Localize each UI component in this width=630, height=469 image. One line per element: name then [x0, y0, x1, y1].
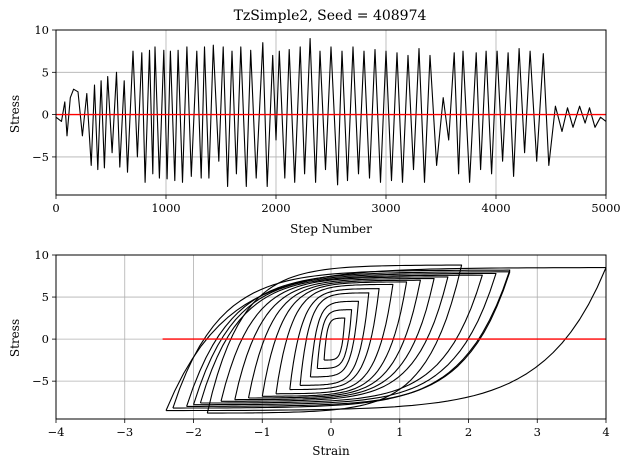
bottom-hysteresis-loop	[247, 279, 421, 399]
bottom-x-tick-label: −3	[116, 425, 133, 439]
top-x-axis-label: Step Number	[290, 222, 372, 236]
bottom-series-group	[162, 264, 606, 414]
top-y-tick-label: 0	[42, 108, 49, 122]
bottom-x-tick-label: −4	[48, 425, 65, 439]
top-series-line-0	[56, 37, 606, 188]
bottom-x-tick-label: 3	[534, 425, 541, 439]
top-y-tick-label: 10	[34, 23, 49, 37]
bottom-hysteresis-loop	[275, 283, 394, 395]
bottom-plot-area: −4 −3 −2 −1 0 1 2 3 4 −5 0 5 10	[32, 248, 610, 439]
bottom-x-axis-label: Strain	[312, 444, 350, 458]
bottom-hysteresis-loop	[234, 277, 435, 401]
bottom-y-tick-label: −5	[32, 374, 49, 388]
bottom-x-tick-label: −1	[254, 425, 271, 439]
top-x-tick-label: 0	[52, 201, 59, 215]
bottom-x-tick-label: 1	[396, 425, 403, 439]
top-y-tick-label: 5	[42, 65, 49, 79]
top-series-group	[56, 37, 606, 188]
top-x-tick-label: 2000	[261, 201, 290, 215]
bottom-hysteresis-loop	[220, 276, 449, 402]
top-x-tick-label: 1000	[151, 201, 180, 215]
bottom-hysteresis-loop	[172, 269, 511, 409]
top-axes-frame	[55, 29, 607, 196]
bottom-x-tick-label: 0	[327, 425, 334, 439]
bottom-hysteresis-loop	[192, 272, 497, 406]
bottom-hysteresis-loop	[261, 281, 408, 397]
bottom-y-tick-label: 0	[42, 332, 49, 346]
top-x-tick-label: 4000	[481, 201, 510, 215]
bottom-hysteresis-loop	[309, 300, 360, 378]
bottom-hysteresis-loop	[289, 288, 380, 391]
bottom-hysteresis-loop	[199, 274, 483, 404]
top-x-tick-label: 3000	[371, 201, 400, 215]
bottom-hysteresis-loop	[186, 271, 511, 407]
bottom-x-tick-label: 2	[465, 425, 472, 439]
bottom-y-tick-label: 5	[42, 290, 49, 304]
top-y-tick-label: −5	[32, 150, 49, 164]
bottom-hysteresis-loop	[299, 292, 370, 386]
chart-title: TzSimple2, Seed = 408974	[234, 8, 427, 24]
bottom-x-tick-label: −2	[185, 425, 202, 439]
bottom-x-tick-label: 4	[602, 425, 609, 439]
bottom-hysteresis-loop	[323, 317, 346, 361]
bottom-hysteresis-loop	[206, 264, 463, 414]
top-plot-area: 0 1000 2000 3000 4000 5000 −5 0 5 10	[32, 23, 621, 215]
bottom-y-axis-label: Stress	[8, 319, 22, 357]
top-y-axis-label: Stress	[8, 95, 22, 133]
bottom-hysteresis-loop	[316, 309, 353, 370]
bottom-y-tick-label: 10	[34, 248, 49, 262]
top-x-tick-label: 5000	[591, 201, 620, 215]
